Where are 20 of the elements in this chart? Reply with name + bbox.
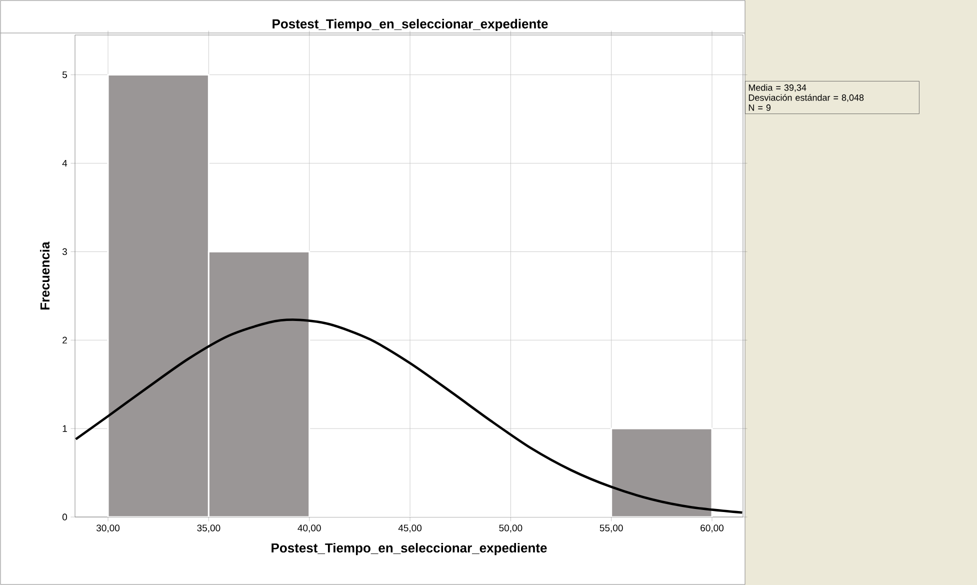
x-tick-label: 60,00 <box>700 524 724 532</box>
x-tick-label: 40,00 <box>298 524 321 532</box>
x-axis-title: Postest_Tiempo_en_seleccionar_expediente <box>272 542 547 556</box>
x-tick-label: 35,00 <box>197 524 220 532</box>
text: Media = 39,34 <box>748 84 806 92</box>
text: Desviación estándar = 8,048 <box>748 94 864 102</box>
y-tick-label: 5 <box>62 71 67 78</box>
y-tick-label: 2 <box>62 336 67 344</box>
x-tick-label: 50,00 <box>499 524 522 532</box>
y-tick-label: 1 <box>62 425 67 432</box>
x-tick-label: 45,00 <box>398 524 422 532</box>
x-tick-label: 55,00 <box>600 524 623 532</box>
text: N = 9 <box>748 104 771 111</box>
y-tick-label: 3 <box>62 248 67 256</box>
y-axis-title: Frecuencia <box>40 242 50 310</box>
y-tick-label: 4 <box>62 160 68 166</box>
x-tick-label: 30,00 <box>96 524 120 532</box>
chart-title: Postest_Tiempo_en_seleccionar_expediente <box>272 18 548 32</box>
line-series <box>75 318 744 514</box>
y-tick-label: 0 <box>62 514 68 520</box>
